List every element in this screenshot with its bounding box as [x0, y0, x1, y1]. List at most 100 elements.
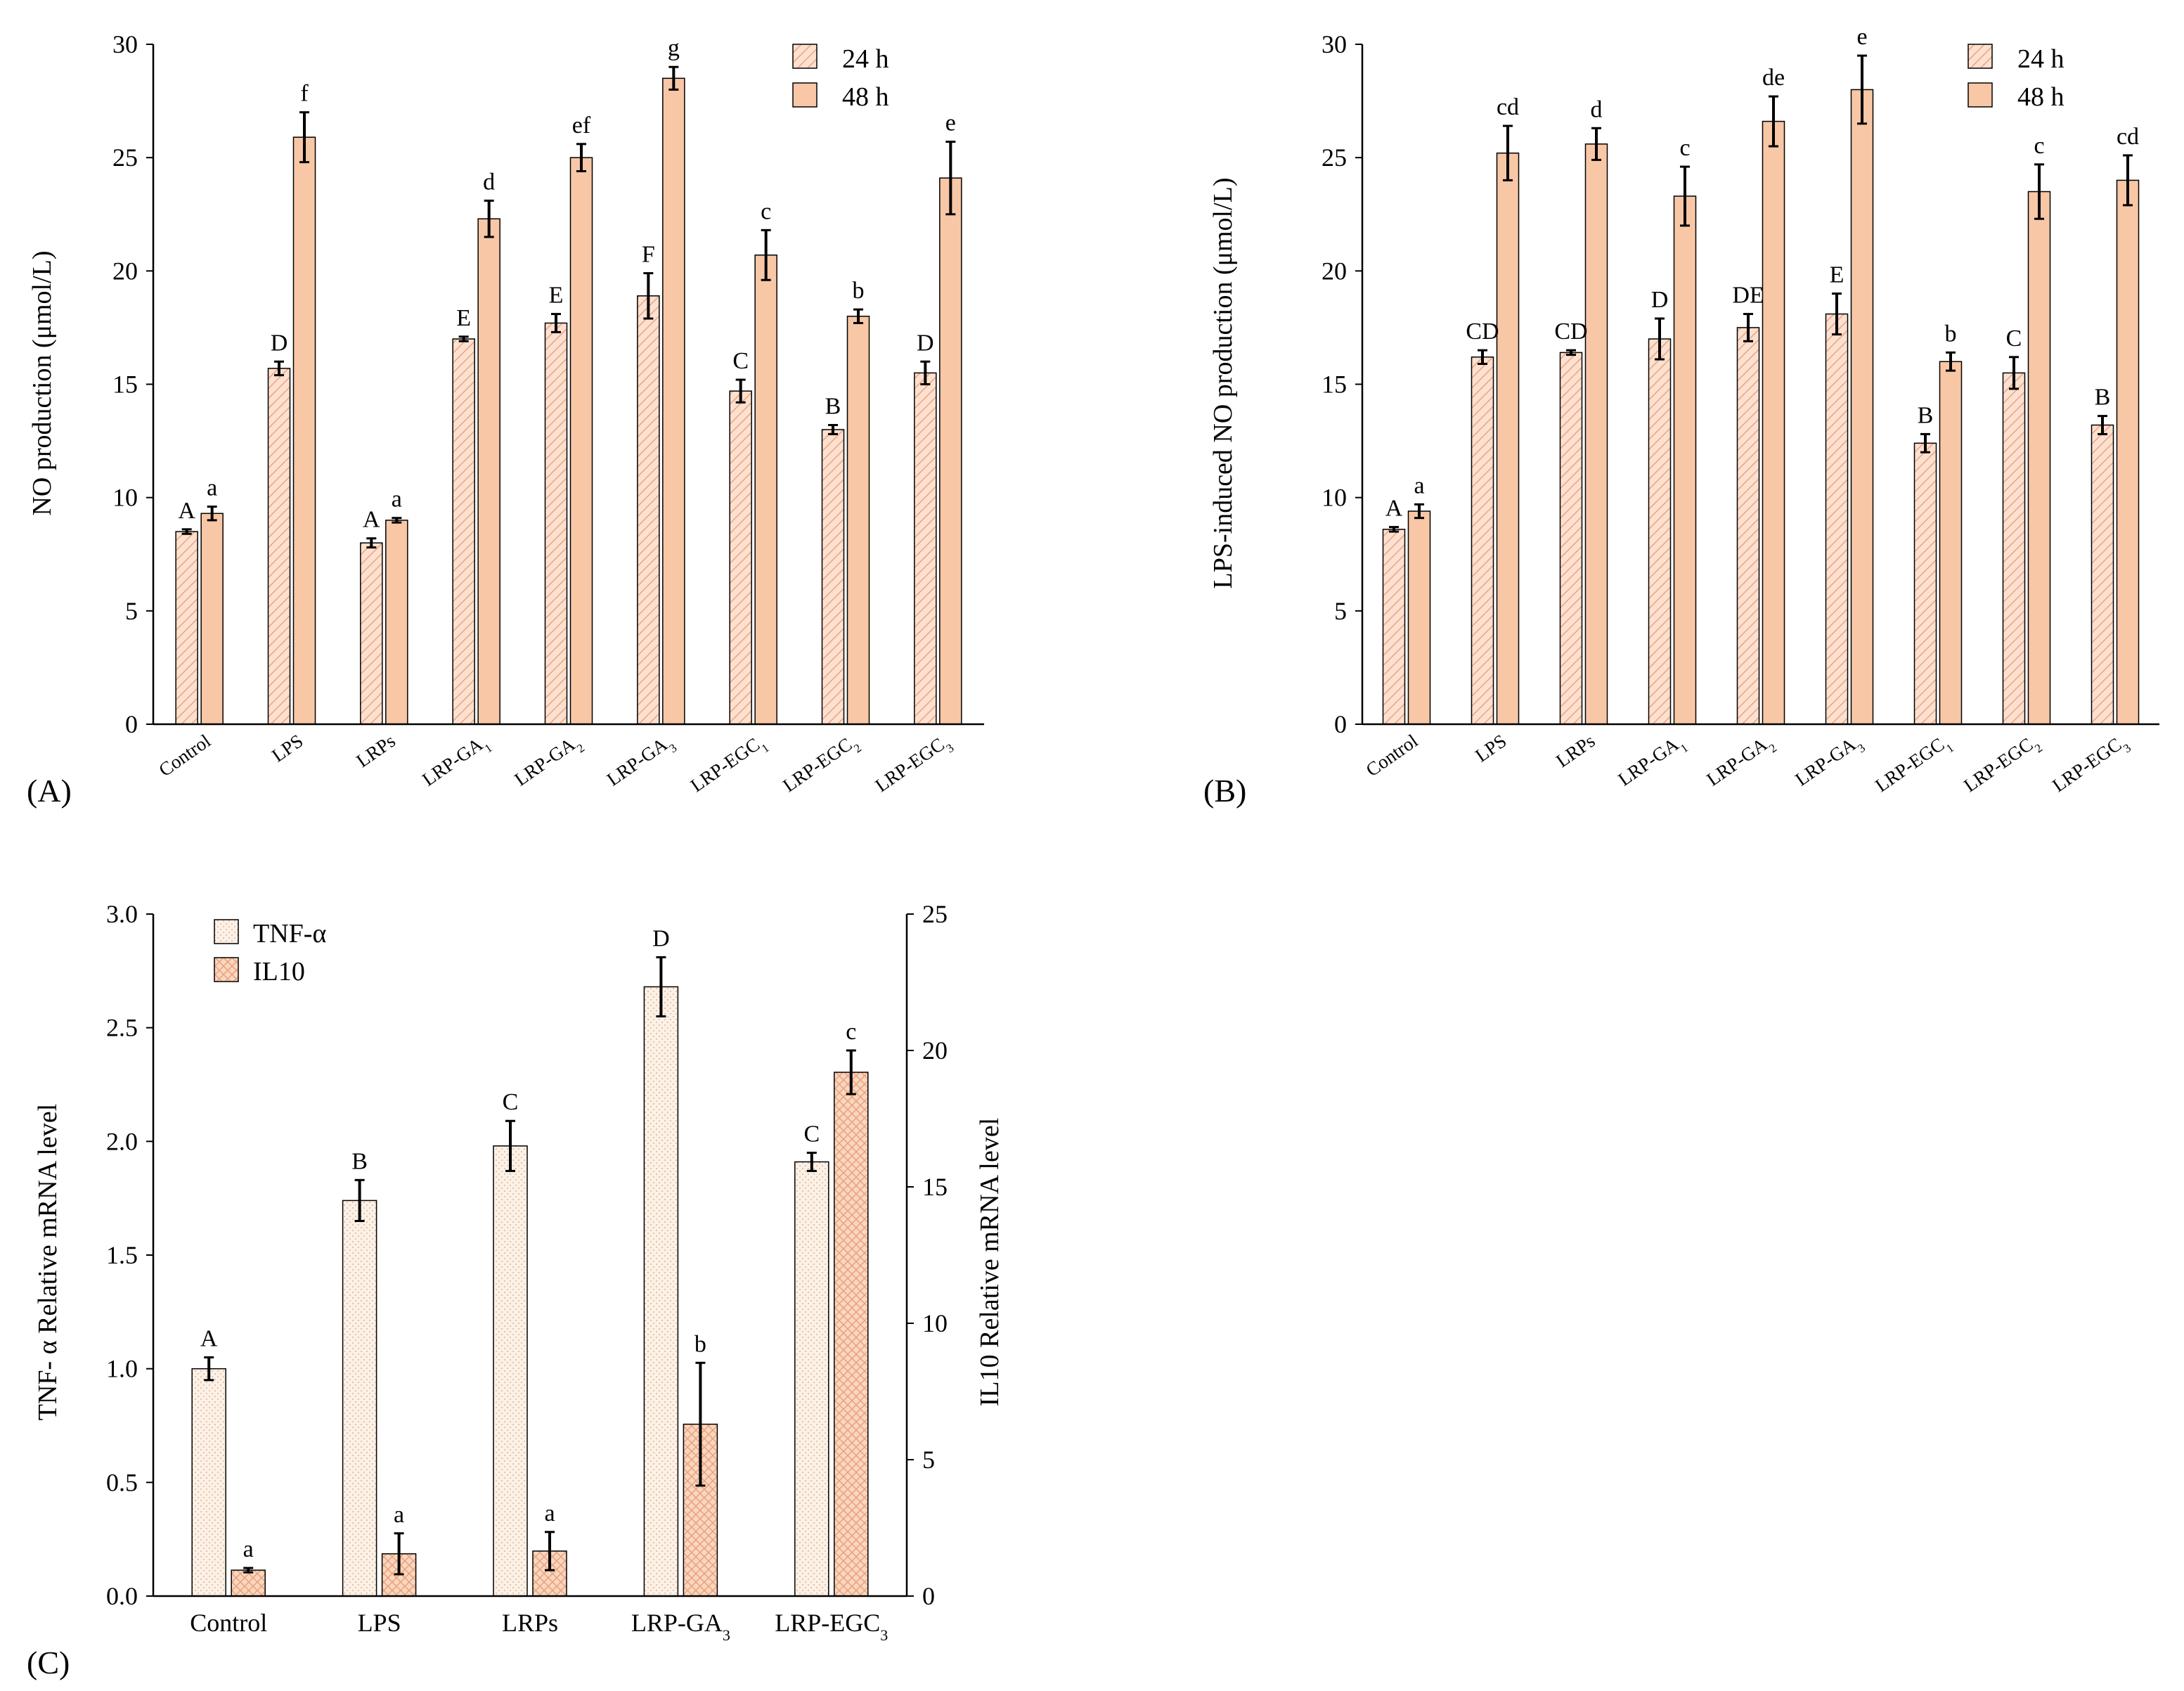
legend-c-il10-swatch: [214, 957, 239, 982]
bar-B-24h-7: [2002, 372, 2026, 725]
significance-label: A: [363, 507, 380, 533]
legend-b-24h-swatch: [1967, 44, 1993, 69]
significance-label: c: [846, 1019, 856, 1045]
y-tick-label: 30: [1322, 30, 1347, 58]
y-tick-label: 0: [125, 710, 138, 738]
y-tick-label: 1.5: [106, 1241, 138, 1269]
bar-B-48h-7: [2027, 191, 2051, 725]
significance-label: C: [503, 1089, 519, 1115]
significance-label: CD: [1466, 319, 1499, 345]
legend-b-24h-label: 24 h: [2017, 44, 2065, 74]
bar-A-48h-5: [662, 77, 685, 725]
bar-A-24h-5: [637, 295, 660, 725]
x-tick-label: LRP-EGC2: [779, 730, 864, 800]
y-right-tick-label: 0: [922, 1582, 935, 1610]
panel-c-ylabel-left: TNF- α Relative mRNA level: [33, 1104, 63, 1421]
bar-A-48h-6: [754, 255, 777, 725]
significance-label: b: [853, 278, 865, 304]
x-tick-label: LPS: [358, 1609, 401, 1637]
panel-b-tag: (B): [1203, 773, 1246, 809]
bar-A-48h-3: [477, 218, 500, 725]
bar-C-TNF-α-0: [191, 1368, 226, 1597]
bar-C-TNF-α-1: [342, 1200, 377, 1597]
significance-label: cd: [1497, 94, 1519, 120]
y-tick-label: 10: [1322, 484, 1347, 512]
panel-b-legend: 24 h 48 h: [1967, 44, 2065, 112]
bar-B-24h-0: [1382, 529, 1406, 725]
panel-c-chart: A B C D Ca a a b c 0.0 0.5 1.0 1.5 2.0 2.5 3.0 0 5 10 15 20…: [27, 900, 1004, 1680]
y-tick-label: 25: [1322, 143, 1347, 172]
panel-b-ylabel: LPS-induced NO production (μmol/L): [1208, 177, 1238, 589]
x-tick-label: LRP-GA2: [510, 730, 586, 795]
significance-label: e: [1856, 24, 1867, 50]
legend-c-tnf-swatch: [214, 919, 239, 944]
bar-A-48h-2: [385, 520, 408, 725]
bar-B-48h-6: [1939, 361, 1963, 725]
significance-label: a: [1414, 472, 1424, 499]
x-tick-label: LRP-GA1: [1614, 730, 1690, 795]
panel-c-tag: (C): [27, 1645, 70, 1680]
y-tick-label: 30: [112, 30, 138, 58]
y-tick-label: 2.5: [106, 1014, 138, 1042]
x-tick-label: LRP-GA3: [631, 1609, 730, 1644]
x-tick-label: Control: [190, 1609, 267, 1637]
bar-A-24h-1: [267, 368, 291, 725]
bar-A-24h-3: [452, 338, 475, 725]
bar-C-TNF-α-2: [493, 1145, 528, 1597]
bar-B-48h-8: [2116, 179, 2140, 725]
significance-label: c: [1679, 135, 1690, 161]
significance-label: ef: [572, 112, 591, 139]
bar-B-48h-3: [1673, 195, 1697, 725]
bar-A-48h-4: [569, 157, 593, 725]
y-tick-label: 5: [125, 597, 138, 625]
significance-label: A: [1385, 496, 1403, 522]
bar-B-24h-6: [1913, 442, 1937, 725]
bar-A-48h-0: [200, 513, 224, 725]
panel-c-legend: TNF-α IL10: [214, 919, 326, 986]
y-tick-label: 2.0: [106, 1127, 138, 1155]
significance-label: B: [1918, 402, 1934, 428]
legend-c-tnf-label: TNF-α: [253, 919, 326, 949]
bar-B-24h-8: [2091, 424, 2114, 725]
legend-a-24h-label: 24 h: [842, 44, 889, 74]
x-tick-label: LRP-GA2: [1702, 730, 1778, 795]
legend-b-48h-swatch: [1967, 82, 1993, 108]
significance-label: CD: [1554, 319, 1587, 345]
significance-label: cd: [2117, 124, 2139, 150]
bar-A-24h-0: [175, 531, 198, 725]
significance-label: D: [1651, 287, 1669, 313]
significance-label: a: [207, 475, 217, 501]
bar-A-48h-1: [292, 136, 316, 725]
x-tick-label: LRP-GA1: [418, 730, 494, 795]
y-right-tick-label: 15: [922, 1173, 948, 1201]
panel-a-legend: 24 h 48 h: [792, 44, 889, 112]
significance-label: d: [483, 169, 495, 195]
significance-label: B: [825, 394, 841, 420]
bar-B-48h-0: [1407, 510, 1431, 725]
x-tick-label: LRPs: [1552, 730, 1598, 771]
significance-label: D: [271, 330, 288, 356]
x-tick-label: LRP-EGC2: [1960, 730, 2045, 800]
panel-b-chart: A CD CD D DE E B C Ba cd d c de e b c cd 0 5 10 15 20 25 30 Con…: [1203, 24, 2159, 809]
significance-label: D: [652, 925, 670, 951]
bar-C-IL10-0: [231, 1569, 266, 1597]
bar-C-TNF-α-4: [794, 1161, 829, 1597]
significance-label: C: [732, 348, 749, 374]
significance-label: g: [668, 35, 680, 61]
significance-label: f: [300, 81, 309, 107]
significance-label: d: [1591, 96, 1603, 122]
y-tick-label: 1.0: [106, 1355, 138, 1383]
x-tick-label: LRP-EGC3: [775, 1609, 888, 1644]
x-tick-label: LRPs: [352, 730, 399, 771]
legend-a-24h-swatch: [792, 44, 818, 69]
bar-B-24h-4: [1736, 327, 1760, 725]
bar-A-24h-7: [821, 429, 845, 725]
significance-label: C: [2006, 326, 2022, 352]
significance-label: a: [243, 1536, 254, 1562]
panel-c-ylabel-right: IL10 Relative mRNA level: [975, 1118, 1004, 1407]
significance-label: b: [694, 1331, 706, 1357]
bar-C-IL10-4: [834, 1072, 869, 1597]
y-right-tick-label: 20: [922, 1036, 948, 1065]
bar-A-24h-8: [914, 372, 937, 725]
